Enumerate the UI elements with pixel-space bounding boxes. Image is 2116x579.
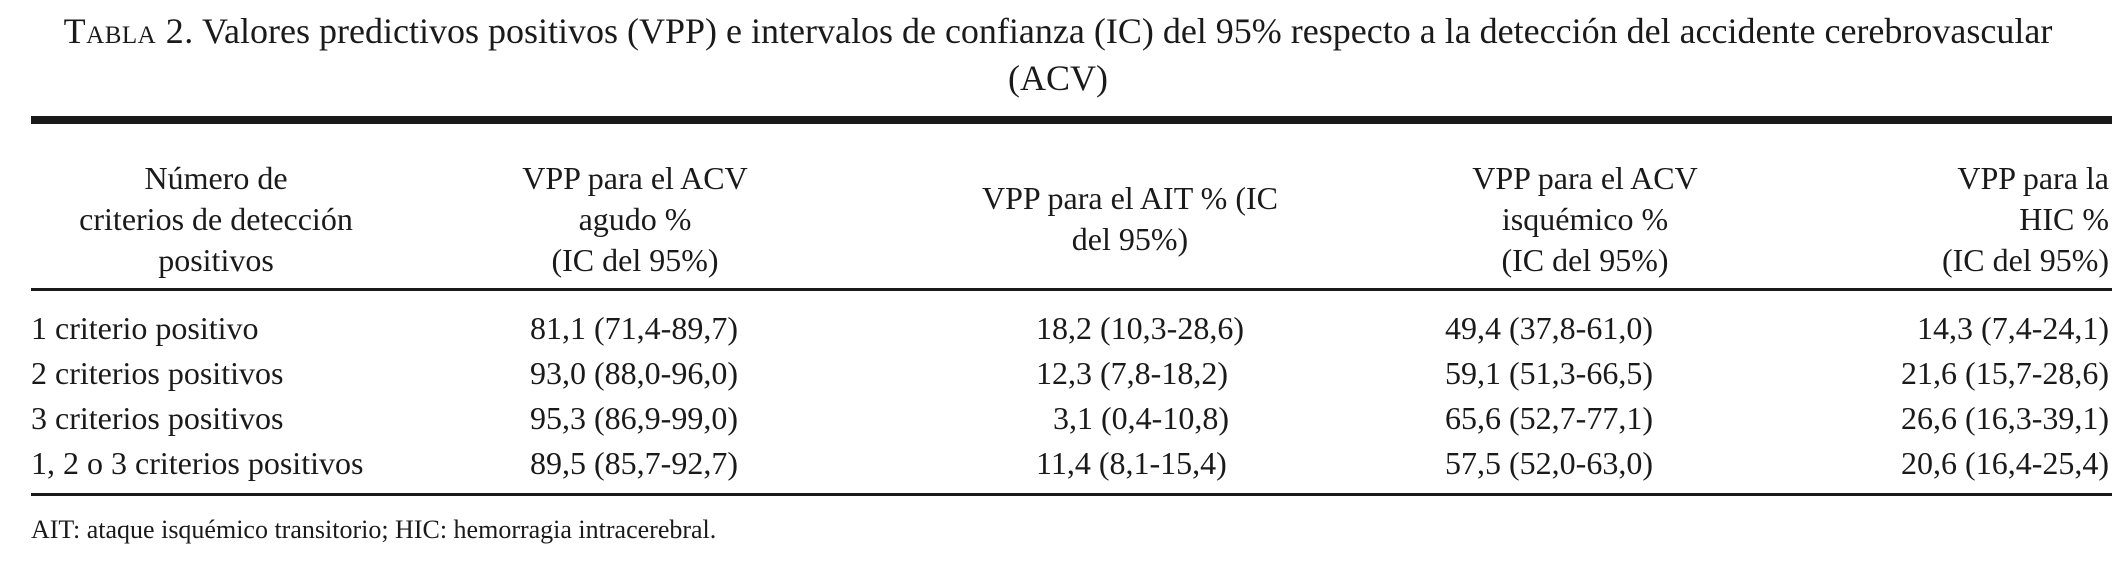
top-rule	[31, 116, 2112, 124]
header-vpp-acv-agudo: VPP para el ACV agudo % (IC del 95%)	[522, 159, 748, 278]
table-row: 1 criterio positivo 81,1 (71,4-89,7) 18,…	[31, 306, 2112, 351]
table-footnote: AIT: ataque isquémico transitorio; HIC: …	[31, 515, 717, 544]
cell-hic: 14,3 (7,4-24,1)	[1917, 310, 2109, 346]
cell-ait: 11,4 (8,1-15,4)	[1036, 445, 1227, 481]
cell-acv-agudo: 93,0 (88,0-96,0)	[530, 355, 738, 391]
row-label: 2 criterios positivos	[31, 355, 284, 391]
cell-acv-isquemico: 49,4 (37,8-61,0)	[1445, 310, 1653, 346]
bottom-rule	[31, 493, 2112, 496]
cell-acv-agudo: 95,3 (86,9-99,0)	[530, 400, 738, 436]
cell-ait: 18,2 (10,3-28,6)	[1036, 310, 1244, 346]
cell-acv-isquemico: 57,5 (52,0-63,0)	[1445, 445, 1653, 481]
cell-acv-agudo: 81,1 (71,4-89,7)	[530, 310, 738, 346]
header-rule	[31, 288, 2112, 291]
cell-acv-agudo: 89,5 (85,7-92,7)	[530, 445, 738, 481]
header-vpp-acv-isquemico: VPP para el ACV isquémico % (IC del 95%)	[1472, 159, 1698, 278]
row-label: 3 criterios positivos	[31, 400, 284, 436]
table-row: 2 criterios positivos 93,0 (88,0-96,0) 1…	[31, 351, 2112, 396]
table-title: Valores predictivos positivos (VPP) e in…	[193, 11, 2053, 98]
table-row: 1, 2 o 3 criterios positivos 89,5 (85,7-…	[31, 441, 2112, 486]
table-caption: Tabla 2. Valores predictivos positivos (…	[40, 8, 2076, 102]
table-row: 3 criterios positivos 95,3 (86,9-99,0) 3…	[31, 396, 2112, 441]
cell-hic: 26,6 (16,3-39,1)	[1901, 400, 2109, 436]
cell-ait: 12,3 (7,8-18,2)	[1036, 355, 1228, 391]
row-label: 1 criterio positivo	[31, 310, 259, 346]
cell-ait: 3,1 (0,4-10,8)	[1053, 400, 1229, 436]
header-criteria: Número de criterios de detección positiv…	[79, 159, 353, 278]
cell-hic: 20,6 (16,4-25,4)	[1901, 445, 2109, 481]
table-label: Tabla 2.	[63, 11, 194, 51]
header-vpp-hic: VPP para la HIC % (IC del 95%)	[1941, 159, 2109, 278]
cell-acv-isquemico: 59,1 (51,3-66,5)	[1445, 355, 1653, 391]
cell-acv-isquemico: 65,6 (52,7-77,1)	[1445, 400, 1653, 436]
header-vpp-ait: VPP para el AIT % (IC del 95%)	[982, 180, 1278, 257]
cell-hic: 21,6 (15,7-28,6)	[1901, 355, 2109, 391]
row-label: 1, 2 o 3 criterios positivos	[31, 445, 364, 481]
